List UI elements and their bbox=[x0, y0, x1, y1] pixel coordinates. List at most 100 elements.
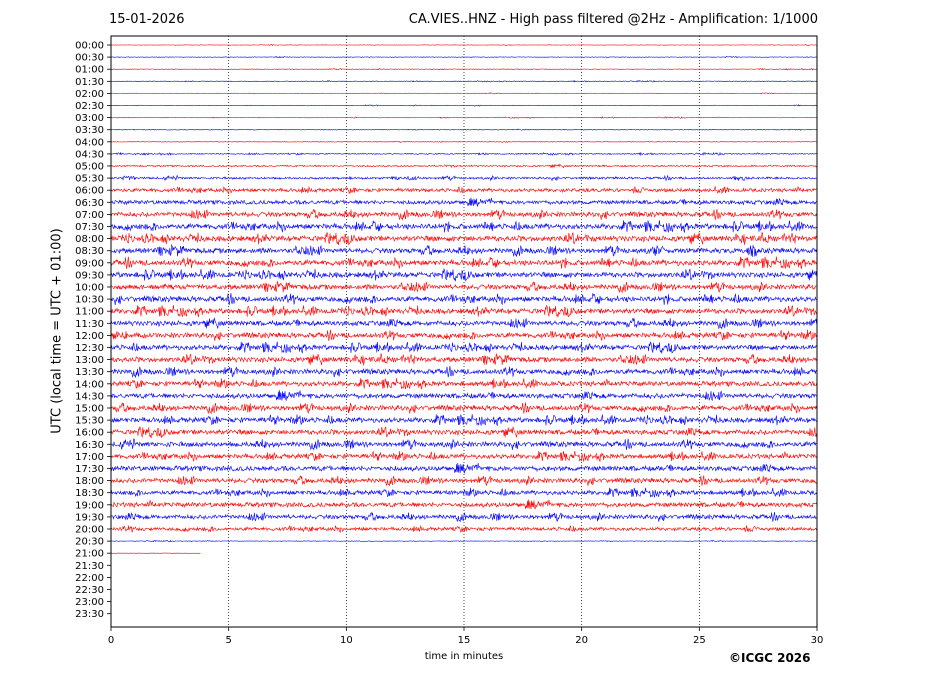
y-tick-label: 05:30 bbox=[75, 174, 104, 185]
trace-1700 bbox=[110, 450, 817, 463]
trace-0300 bbox=[110, 116, 817, 119]
y-tick-label: 14:00 bbox=[75, 379, 104, 390]
trace-1030 bbox=[111, 293, 817, 306]
trace-0700 bbox=[110, 208, 817, 221]
y-tick-label: 02:00 bbox=[75, 89, 104, 100]
y-tick-label: 14:30 bbox=[75, 391, 104, 402]
trace-1100 bbox=[110, 304, 817, 318]
trace-1500 bbox=[110, 402, 817, 415]
y-tick-label: 01:00 bbox=[75, 65, 104, 76]
trace-1600 bbox=[110, 425, 817, 439]
trace-1630 bbox=[110, 438, 817, 451]
trace-0000 bbox=[110, 43, 817, 47]
trace-1230 bbox=[110, 341, 817, 354]
x-tick-label: 5 bbox=[225, 635, 231, 646]
y-tick-label: 16:00 bbox=[75, 428, 104, 439]
y-tick-label: 23:30 bbox=[75, 609, 104, 620]
y-tick-label: 17:30 bbox=[75, 464, 104, 475]
y-tick-label: 21:30 bbox=[75, 561, 104, 572]
trace-1830 bbox=[110, 487, 817, 498]
y-tick-label: 09:30 bbox=[75, 270, 104, 281]
trace-2000 bbox=[110, 525, 817, 534]
y-tick-label: 10:30 bbox=[75, 295, 104, 306]
trace-1300 bbox=[110, 352, 817, 366]
x-tick-label: 10 bbox=[340, 635, 353, 646]
y-tick-label: 08:30 bbox=[75, 246, 104, 257]
y-tick-label: 03:30 bbox=[75, 125, 104, 136]
y-tick-label: 02:30 bbox=[75, 101, 104, 112]
y-tick-label: 20:30 bbox=[75, 537, 104, 548]
y-tick-label: 20:00 bbox=[75, 525, 104, 536]
y-tick-label: 18:30 bbox=[75, 488, 104, 499]
y-tick-label: 03:00 bbox=[75, 113, 104, 124]
trace-0500 bbox=[110, 163, 817, 169]
x-tick-label: 0 bbox=[108, 635, 114, 646]
y-tick-label: 22:30 bbox=[75, 585, 104, 596]
y-tick-label: 00:30 bbox=[75, 53, 104, 64]
trace-1330 bbox=[110, 366, 817, 379]
date-label: 15-01-2026 bbox=[109, 12, 185, 27]
y-tick-label: 23:00 bbox=[75, 597, 104, 608]
trace-0630 bbox=[110, 197, 817, 208]
y-tick-label: 07:30 bbox=[75, 222, 104, 233]
x-axis-label: time in minutes bbox=[424, 651, 504, 662]
plot-frame bbox=[110, 35, 818, 628]
trace-0330 bbox=[110, 128, 817, 131]
trace-1900 bbox=[110, 499, 817, 510]
trace-0400 bbox=[110, 140, 817, 143]
y-tick-label: 12:00 bbox=[75, 331, 104, 342]
y-tick-label: 22:00 bbox=[75, 573, 104, 584]
trace-0830 bbox=[110, 243, 817, 258]
y-tick-label: 15:30 bbox=[75, 416, 104, 427]
y-tick-label: 10:00 bbox=[75, 283, 104, 294]
y-tick-label: 19:00 bbox=[75, 500, 104, 511]
y-tick-label: 18:00 bbox=[75, 476, 104, 487]
trace-0600 bbox=[111, 186, 817, 195]
y-tick-label: 19:30 bbox=[75, 512, 104, 523]
y-tick-label: 16:30 bbox=[75, 440, 104, 451]
x-tick-label: 30 bbox=[811, 635, 824, 646]
x-tick-label: 15 bbox=[458, 635, 471, 646]
y-tick-label: 05:00 bbox=[75, 162, 104, 173]
trace-0930 bbox=[110, 268, 817, 282]
trace-2030 bbox=[110, 539, 817, 543]
trace-0100 bbox=[110, 67, 817, 71]
trace-0530 bbox=[110, 174, 817, 182]
y-tick-label: 04:00 bbox=[75, 137, 104, 148]
trace-0900 bbox=[110, 256, 817, 270]
y-tick-label: 01:30 bbox=[75, 77, 104, 88]
trace-1430 bbox=[110, 390, 817, 402]
trace-0230 bbox=[110, 104, 817, 107]
copyright-label: ©ICGC 2026 bbox=[729, 651, 811, 665]
trace-1530 bbox=[110, 414, 817, 427]
y-tick-label: 12:30 bbox=[75, 343, 104, 354]
trace-0030 bbox=[110, 56, 817, 59]
y-tick-label: 15:00 bbox=[75, 404, 104, 415]
y-tick-label: 13:00 bbox=[75, 355, 104, 366]
trace-0430 bbox=[110, 151, 817, 157]
y-tick-label: 11:00 bbox=[75, 307, 104, 318]
y-tick-label: 11:30 bbox=[75, 319, 104, 330]
y-tick-label: 00:00 bbox=[75, 41, 104, 52]
y-tick-label: 06:30 bbox=[75, 198, 104, 209]
trace-1730 bbox=[110, 462, 817, 474]
y-tick-label: 08:00 bbox=[75, 234, 104, 245]
trace-1400 bbox=[110, 378, 817, 390]
trace-1000 bbox=[110, 280, 817, 294]
chart-title: CA.VIES..HNZ - High pass filtered @2Hz -… bbox=[408, 12, 818, 27]
trace-1200 bbox=[110, 329, 817, 342]
y-tick-label: 21:00 bbox=[75, 549, 104, 560]
trace-1930 bbox=[110, 512, 817, 523]
x-tick-label: 25 bbox=[693, 635, 706, 646]
y-tick-label: 13:30 bbox=[75, 367, 104, 378]
y-tick-label: 07:00 bbox=[75, 210, 104, 221]
trace-1130 bbox=[110, 317, 817, 330]
trace-0730 bbox=[110, 220, 817, 234]
trace-0130 bbox=[110, 79, 817, 83]
trace-0800 bbox=[110, 231, 817, 246]
trace-0200 bbox=[110, 92, 817, 95]
y-tick-label: 04:30 bbox=[75, 149, 104, 160]
x-tick-label: 20 bbox=[575, 635, 588, 646]
y-tick-label: 06:00 bbox=[75, 186, 104, 197]
